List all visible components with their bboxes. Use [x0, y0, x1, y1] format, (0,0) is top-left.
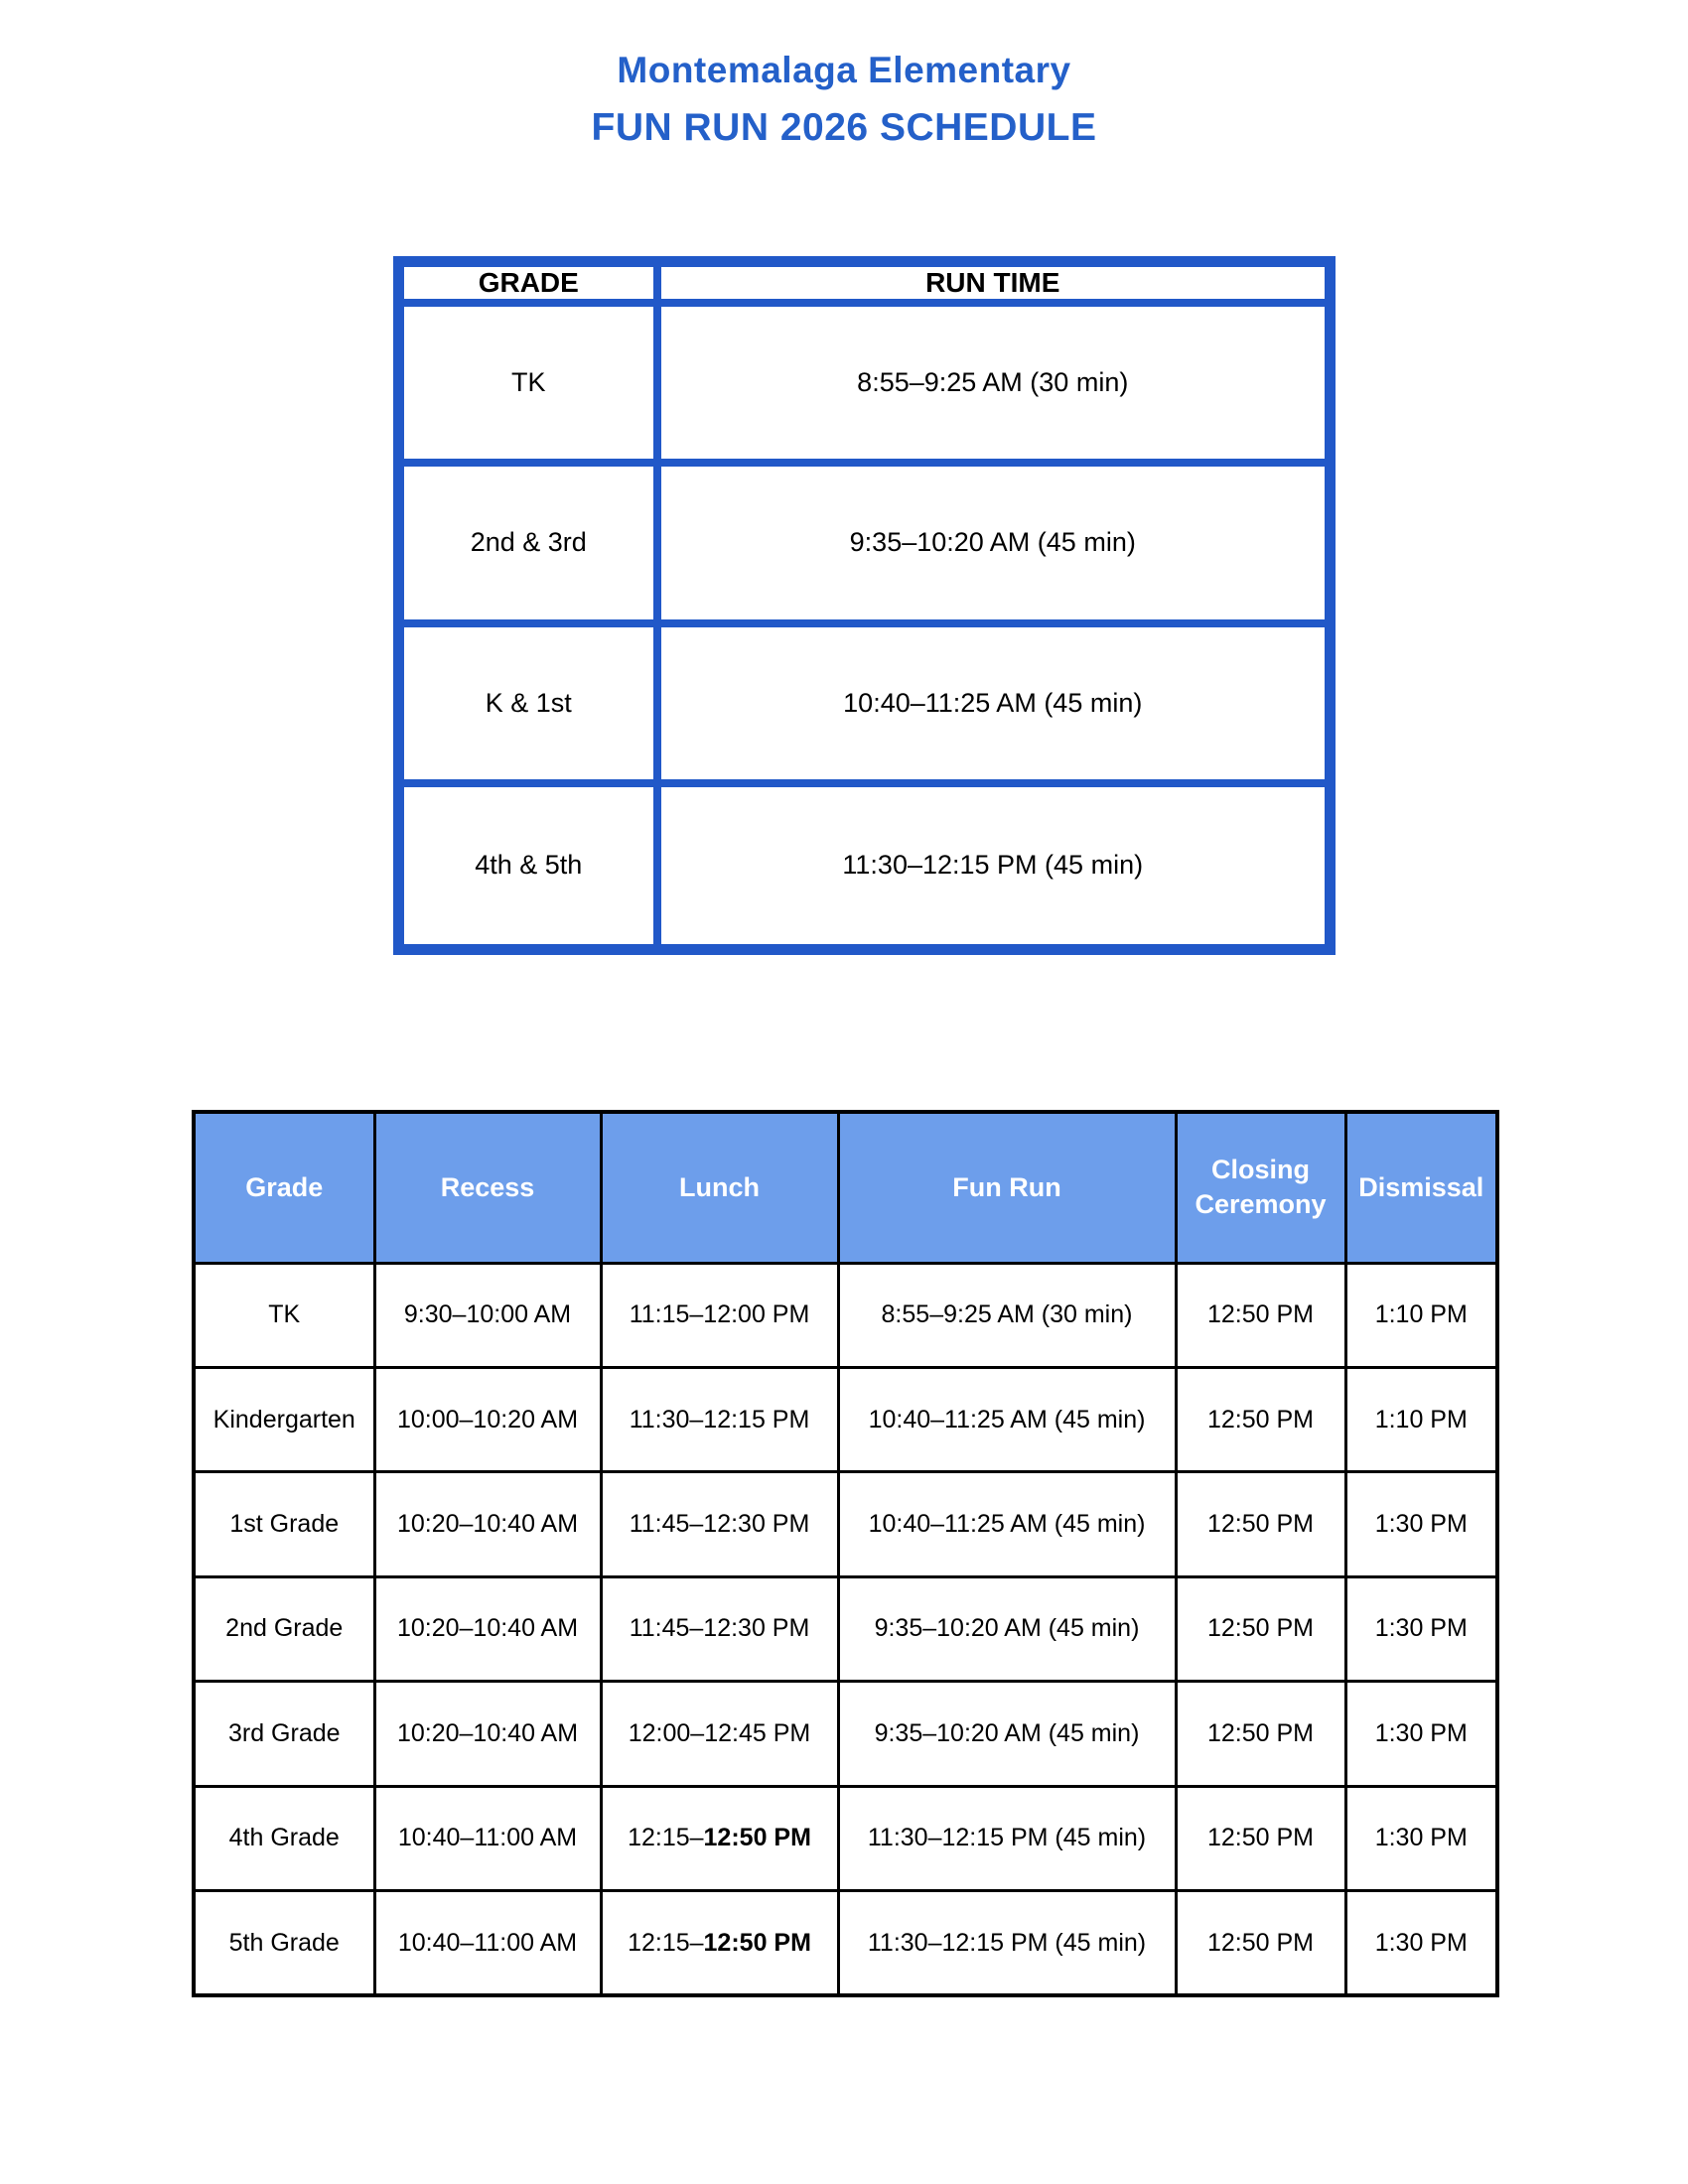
schedule-grade-cell: Kindergarten [192, 1365, 376, 1474]
run-time-table-header-row: GRADE RUN TIME [394, 257, 1335, 307]
run-table-grade-cell: K & 1st [394, 618, 661, 787]
run-table-runtime-cell: 10:40–11:25 AM (45 min) [652, 618, 1335, 787]
run-table-grade-cell: 4th & 5th [394, 778, 661, 954]
schedule-closing-cell: 12:50 PM [1174, 1470, 1347, 1578]
run-table-runtime-cell: 9:35–10:20 AM (45 min) [652, 459, 1335, 627]
schedule-lunch-cell: 12:15–12:50 PM [599, 1784, 840, 1893]
run-table-grade-cell: 2nd & 3rd [394, 459, 661, 627]
schedule-row: 5th Grade 10:40–11:00 AM 12:15–12:50 PM 11:… [192, 1889, 1499, 1997]
schedule-grade-cell: 2nd Grade [192, 1574, 376, 1684]
schedule-row: 3rd Grade 10:20–10:40 AM 12:00–12:45 PM 9:3… [192, 1680, 1499, 1788]
run-table-row: 2nd & 3rd 9:35–10:20 AM (45 min) [394, 459, 1335, 627]
run-table-header-1: RUN TIME [652, 257, 1335, 307]
schedule-recess-cell: 10:20–10:40 AM [372, 1680, 603, 1788]
page-title: Montemalaga Elementary [617, 50, 1071, 90]
schedule-recess-cell: 10:40–11:00 AM [372, 1784, 603, 1893]
run-table-runtime-cell: 8:55–9:25 AM (30 min) [652, 298, 1335, 468]
schedule-dismissal-cell: 1:30 PM [1343, 1784, 1499, 1893]
run-time-table-body: TK 8:55–9:25 AM (30 min) 2nd & 3rd 9:35–10:… [394, 298, 1335, 954]
schedule-grade-cell: 5th Grade [192, 1889, 376, 1997]
schedule-closing-cell: 12:50 PM [1174, 1889, 1347, 1997]
schedule-dismissal-cell: 1:10 PM [1343, 1365, 1499, 1474]
schedule-funrun-cell: 9:35–10:20 AM (45 min) [836, 1574, 1178, 1684]
run-table-row: K & 1st 10:40–11:25 AM (45 min) [394, 618, 1335, 787]
schedule-funrun-cell: 10:40–11:25 AM (45 min) [836, 1365, 1178, 1474]
schedule-recess-cell: 10:40–11:00 AM [372, 1889, 603, 1997]
schedule-row: Kindergarten 10:00–10:20 AM 11:30–12:15 PM… [192, 1365, 1499, 1474]
schedule-lunch-text: 11:45–12:30 PM [629, 1510, 810, 1539]
schedule-dismissal-cell: 1:30 PM [1343, 1889, 1499, 1997]
schedule-dismissal-cell: 1:30 PM [1343, 1680, 1499, 1788]
run-table-header-0: GRADE [394, 257, 661, 307]
schedule-row: TK 9:30–10:00 AM 11:15–12:00 PM 8:55–9:25 A… [192, 1261, 1499, 1369]
schedule-lunch-bold-text: 12:50 PM [703, 1824, 811, 1852]
schedule-header-0: Grade [192, 1110, 376, 1265]
schedule-lunch-text: 11:15–12:00 PM [629, 1300, 810, 1329]
run-table-row: TK 8:55–9:25 AM (30 min) [394, 298, 1335, 468]
schedule-closing-cell: 12:50 PM [1174, 1784, 1347, 1893]
schedule-lunch-cell: 11:45–12:30 PM [599, 1574, 840, 1684]
schedule-closing-cell: 12:50 PM [1174, 1680, 1347, 1788]
run-table-row: 4th & 5th 11:30–12:15 PM (45 min) [394, 778, 1335, 954]
run-time-table: GRADE RUN TIME TK 8:55–9:25 AM (30 min) 2nd… [393, 256, 1336, 955]
schedule-recess-cell: 10:20–10:40 AM [372, 1574, 603, 1684]
schedule-row: 2nd Grade 10:20–10:40 AM 11:45–12:30 PM 9:3… [192, 1574, 1499, 1684]
schedule-lunch-cell: 11:30–12:15 PM [599, 1365, 840, 1474]
schedule-lunch-text: 12:15– [628, 1928, 704, 1957]
schedule-header-3: Fun Run [836, 1110, 1178, 1265]
schedule-lunch-text: 11:30–12:15 PM [629, 1405, 810, 1433]
schedule-funrun-cell: 11:30–12:15 PM (45 min) [836, 1784, 1178, 1893]
schedule-funrun-cell: 8:55–9:25 AM (30 min) [836, 1261, 1178, 1369]
daily-schedule-header-row: Grade Recess Lunch Fun Run Closing Ceremony D… [192, 1110, 1499, 1265]
schedule-row: 1st Grade 10:20–10:40 AM 11:45–12:30 PM 10:… [192, 1470, 1499, 1578]
page-subtitle: FUN RUN 2026 SCHEDULE [591, 106, 1097, 149]
daily-schedule-body: TK 9:30–10:00 AM 11:15–12:00 PM 8:55–9:25 A… [192, 1261, 1499, 1997]
schedule-lunch-cell: 12:15–12:50 PM [599, 1889, 840, 1997]
schedule-lunch-text: 12:00–12:45 PM [628, 1718, 811, 1747]
schedule-lunch-cell: 11:45–12:30 PM [599, 1470, 840, 1578]
schedule-header-5: Dismissal [1343, 1110, 1499, 1265]
schedule-dismissal-cell: 1:10 PM [1343, 1261, 1499, 1369]
schedule-closing-cell: 12:50 PM [1174, 1261, 1347, 1369]
schedule-dismissal-cell: 1:30 PM [1343, 1470, 1499, 1578]
schedule-lunch-text: 11:45–12:30 PM [629, 1614, 810, 1643]
schedule-lunch-bold-text: 12:50 PM [703, 1928, 811, 1957]
schedule-funrun-cell: 9:35–10:20 AM (45 min) [836, 1680, 1178, 1788]
daily-schedule-table: Grade Recess Lunch Fun Run Closing Ceremony D… [192, 1110, 1499, 1997]
schedule-funrun-cell: 11:30–12:15 PM (45 min) [836, 1889, 1178, 1997]
schedule-lunch-cell: 12:00–12:45 PM [599, 1680, 840, 1788]
schedule-header-2: Lunch [599, 1110, 840, 1265]
schedule-grade-cell: TK [192, 1261, 376, 1369]
schedule-lunch-cell: 11:15–12:00 PM [599, 1261, 840, 1369]
schedule-row: 4th Grade 10:40–11:00 AM 12:15–12:50 PM 11:… [192, 1784, 1499, 1893]
schedule-lunch-text: 12:15– [628, 1824, 704, 1852]
schedule-recess-cell: 10:00–10:20 AM [372, 1365, 603, 1474]
schedule-grade-cell: 3rd Grade [192, 1680, 376, 1788]
schedule-recess-cell: 10:20–10:40 AM [372, 1470, 603, 1578]
run-table-runtime-cell: 11:30–12:15 PM (45 min) [652, 778, 1335, 954]
schedule-closing-cell: 12:50 PM [1174, 1574, 1347, 1684]
schedule-funrun-cell: 10:40–11:25 AM (45 min) [836, 1470, 1178, 1578]
schedule-grade-cell: 4th Grade [192, 1784, 376, 1893]
schedule-closing-cell: 12:50 PM [1174, 1365, 1347, 1474]
schedule-dismissal-cell: 1:30 PM [1343, 1574, 1499, 1684]
schedule-recess-cell: 9:30–10:00 AM [372, 1261, 603, 1369]
schedule-header-4: Closing Ceremony [1174, 1110, 1347, 1265]
schedule-grade-cell: 1st Grade [192, 1470, 376, 1578]
schedule-header-1: Recess [372, 1110, 603, 1265]
run-table-grade-cell: TK [394, 298, 661, 468]
